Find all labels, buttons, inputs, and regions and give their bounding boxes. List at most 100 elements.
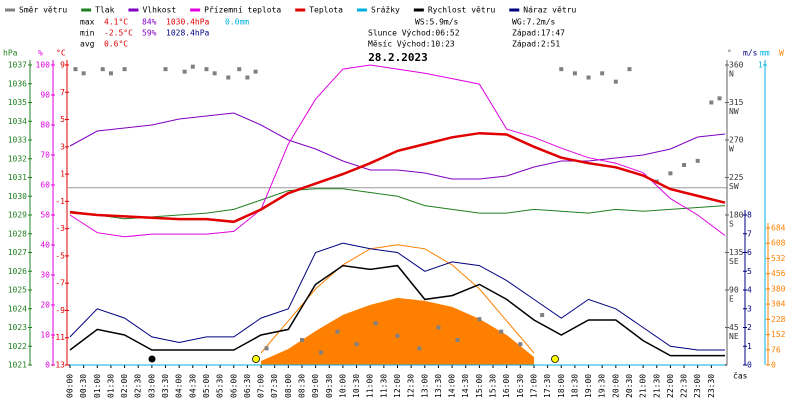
y-tick-label: 2 (747, 323, 752, 332)
x-tick-label: 12:00 (393, 374, 402, 398)
direction-point (668, 171, 673, 176)
y-tick-label: 60 (40, 181, 50, 190)
direction-point (253, 69, 258, 74)
y-tick-label: 270 (729, 136, 744, 145)
y-tick-label: 1036 (8, 79, 27, 88)
x-tick-label: 05:00 (202, 374, 211, 398)
x-tick-label: 00:30 (79, 374, 88, 398)
info-text: Západ:17:47 (512, 29, 565, 38)
y-tick-label: 1026 (8, 267, 27, 276)
axis-unit: W (779, 49, 784, 58)
direction-point (204, 67, 209, 72)
stat-text: 0.6°C (104, 40, 128, 49)
direction-point (559, 67, 564, 72)
y-tick-label: 684 (771, 224, 786, 233)
legend-label: Náraz větru (523, 6, 576, 15)
direction-point (586, 75, 591, 80)
x-tick-label: 09:30 (325, 374, 334, 398)
y-tick-label: 76 (771, 345, 781, 354)
stat-text: min (80, 29, 95, 38)
x-tick-label: 03:30 (161, 374, 170, 398)
stat-text: 59% (142, 29, 157, 38)
legend-label: Teplota (309, 6, 343, 15)
y-tick-label: 5 (60, 115, 65, 124)
x-tick-label: 02:00 (120, 374, 129, 398)
axis-unit: hPa (3, 49, 18, 58)
y-tick-label: 4 (747, 286, 752, 295)
info-text: WS:5.9m/s (415, 18, 459, 27)
x-tick-label: 14:30 (461, 374, 470, 398)
x-tick-label: 11:00 (366, 374, 375, 398)
direction-point (613, 79, 618, 84)
x-tick-label: 17:30 (543, 374, 552, 398)
x-tick-label: 13:00 (420, 374, 429, 398)
direction-point (395, 333, 400, 338)
x-tick-label: 23:00 (693, 374, 702, 398)
axis-unit: mm (760, 49, 770, 58)
direction-point (299, 338, 304, 342)
stat-text: -2.5°C (104, 29, 133, 38)
x-tick-label: 22:00 (666, 374, 675, 398)
y-tick-dir: SW (729, 182, 739, 191)
x-tick-label: 08:00 (284, 374, 293, 398)
x-tick-label: 01:30 (106, 374, 115, 398)
y-tick-label: 90 (40, 91, 50, 100)
y-tick-label: 1028 (8, 229, 27, 238)
direction-point (122, 67, 127, 72)
series-line (69, 64, 726, 238)
y-tick-label: 1 (747, 342, 752, 351)
y-tick-label: 1032 (8, 154, 27, 163)
stat-text: 84% (142, 18, 157, 27)
y-tick-label: 1027 (8, 248, 27, 257)
x-tick-label: 22:30 (680, 374, 689, 398)
y-tick-label: 40 (40, 241, 50, 250)
y-tick-label: 9 (60, 61, 65, 70)
chart-title: 28.2.2023 (368, 51, 428, 64)
x-tick-label: 16:30 (516, 374, 525, 398)
y-tick-label: 45 (729, 323, 739, 332)
x-tick-label: 18:00 (557, 374, 566, 398)
stat-text: max (80, 18, 95, 27)
direction-point (73, 67, 78, 72)
direction-point (499, 329, 504, 334)
moonset-icon (148, 355, 156, 363)
y-tick-label: -3 (55, 224, 65, 233)
y-tick-label: 228 (771, 315, 786, 324)
y-tick-label: 1034 (8, 117, 27, 126)
y-tick-label: 0 (45, 361, 50, 370)
direction-point (237, 67, 242, 72)
legend-label: Rychlost větru (428, 6, 496, 15)
direction-point (335, 329, 340, 334)
info-text: Západ:2:51 (512, 40, 560, 49)
direction-point (245, 75, 250, 80)
direction-point (518, 342, 523, 347)
y-tick-label: 532 (771, 254, 786, 263)
direction-point (627, 67, 632, 72)
y-tick-label: 0 (747, 361, 752, 370)
info-text: Slunce Východ:06:52 (368, 29, 460, 38)
direction-point (436, 325, 441, 330)
direction-point (572, 71, 577, 76)
x-tick-label: 06:30 (243, 374, 252, 398)
x-tick-label: 05:30 (216, 374, 225, 398)
x-tick-label: 06:00 (229, 374, 238, 398)
x-tick-label: 07:00 (257, 374, 266, 398)
y-tick-label: 5 (747, 267, 752, 276)
sunrise-icon (252, 355, 260, 363)
axis-unit: % (38, 49, 43, 58)
y-tick-label: -5 (55, 251, 65, 260)
x-tick-label: 01:00 (93, 374, 102, 398)
y-tick-label: 1024 (8, 304, 27, 313)
x-tick-label: 11:30 (379, 374, 388, 398)
y-tick-label: 80 (40, 121, 50, 130)
y-tick-label: 1037 (8, 61, 27, 70)
y-tick-label: 6 (747, 248, 752, 257)
stat-text: 4.1°C (104, 18, 128, 27)
x-tick-label: 21:30 (652, 374, 661, 398)
direction-point (695, 158, 700, 163)
x-tick-label: 20:00 (611, 374, 620, 398)
direction-point (264, 346, 269, 351)
y-tick-label: 304 (771, 300, 786, 309)
y-tick-label: 1022 (8, 342, 27, 351)
